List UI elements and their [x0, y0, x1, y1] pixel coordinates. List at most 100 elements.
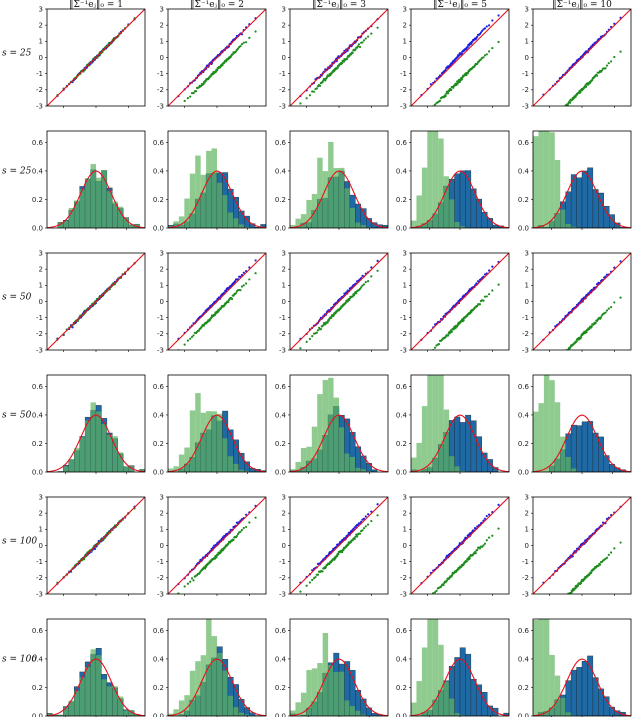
hist-bar-naive — [355, 710, 361, 716]
hist-bar-naive — [123, 466, 129, 472]
qq-point-naive — [444, 94, 447, 98]
qq-point-naive — [234, 292, 238, 295]
panel-frame — [167, 374, 267, 473]
panel-content — [47, 497, 145, 594]
panel-r1-c2: -3 -2 -1 0 1 2 3 — [157, 5, 267, 110]
y-tick-label: 3 — [403, 493, 407, 501]
hist-bar-naive — [355, 467, 361, 472]
y-tick-label: 0.2 — [275, 440, 286, 448]
y-tick-label: -2 — [522, 86, 529, 94]
qq-point-naive — [549, 120, 551, 122]
qq-point-naive — [607, 307, 610, 310]
qq-point-naive — [554, 607, 556, 609]
y-tick-label: 0.0 — [32, 224, 43, 232]
hist-bar-naive — [79, 189, 86, 228]
hist-bar-debiased — [470, 679, 477, 716]
hist-bar-naive — [549, 380, 555, 472]
qq-point-naive — [561, 601, 563, 603]
hist-bar-debiased — [454, 173, 461, 228]
hist-bar-naive — [200, 655, 207, 716]
hist-bar-debiased — [609, 706, 615, 716]
panel-r4-c2: 0.0 0.2 0.4 0.6 — [153, 374, 267, 476]
qq-point-naive — [362, 527, 366, 530]
hist-bar-naive — [112, 201, 118, 228]
column-title-4: ‖Σ⁻¹eⱼ‖₀ = 5 — [433, 0, 487, 10]
qq-point-naive — [584, 85, 588, 88]
hist-bar-naive — [52, 714, 58, 716]
qq-point-naive — [248, 36, 251, 39]
qq-point-naive — [564, 597, 566, 599]
y-tick-label: 0.6 — [153, 627, 165, 635]
hist-bar-naive — [178, 454, 185, 472]
y-tick-label: 0 — [282, 54, 286, 62]
hist-bar-naive — [344, 453, 350, 472]
y-tick-label: 1 — [403, 38, 407, 46]
row-label-6: s = 100 — [2, 655, 37, 665]
qq-point-naive — [470, 310, 473, 314]
hist-bar-naive — [112, 686, 118, 716]
panel-r5-c2: -3 -2 -1 0 1 2 3 — [157, 493, 267, 598]
qq-point-debiased — [483, 273, 487, 276]
qq-point-naive — [356, 535, 359, 538]
qq-point-naive — [361, 284, 364, 287]
qq-point-naive — [370, 32, 373, 35]
qq-point-debiased — [429, 83, 433, 86]
qq-point-naive — [604, 311, 607, 314]
qq-point-naive — [565, 596, 567, 598]
hist-bar-naive — [344, 188, 350, 228]
normal-pdf-curve — [47, 170, 145, 228]
hist-bar-naive — [128, 709, 135, 716]
qq-reference-line — [533, 497, 631, 594]
qq-point-naive — [468, 557, 471, 560]
qq-point-naive — [420, 361, 422, 363]
hist-bar-naive — [295, 218, 301, 228]
hist-bar-debiased — [576, 177, 583, 228]
y-tick-label: 3 — [160, 5, 164, 13]
hist-bar-naive — [538, 619, 544, 716]
hist-bar-naive — [360, 469, 367, 472]
y-tick-label: -3 — [157, 102, 164, 110]
hist-bar-naive — [306, 199, 312, 228]
qq-point-naive — [590, 571, 593, 575]
y-tick-label: -1 — [279, 314, 286, 322]
qq-point-naive — [314, 575, 317, 579]
qq-point-naive — [491, 46, 494, 50]
y-tick-label: 1 — [282, 38, 286, 46]
hist-bar-naive — [366, 471, 372, 472]
hist-bar-naive — [96, 655, 102, 716]
qq-point-naive — [361, 41, 364, 44]
qq-point-naive — [358, 532, 362, 535]
y-tick-label: -3 — [522, 346, 529, 354]
qq-point-naive — [562, 600, 564, 602]
qq-point-naive — [244, 282, 248, 285]
qq-point-naive — [561, 109, 563, 111]
qq-point-naive — [376, 514, 379, 517]
y-tick-label: 0 — [525, 298, 529, 306]
y-tick-label: -2 — [522, 330, 529, 338]
panel-r2-c5: 0.0 0.2 0.4 0.6 — [518, 130, 632, 232]
qq-point-debiased — [479, 31, 483, 34]
hist-bar-naive — [117, 452, 124, 472]
column-title-1: ‖Σ⁻¹eⱼ‖₀ = 1 — [69, 0, 123, 10]
panel-content — [533, 9, 631, 122]
qq-point-naive — [186, 339, 190, 342]
normal-pdf-curve — [47, 414, 145, 472]
y-tick-label: 3 — [39, 249, 43, 257]
panel-r2-c3: 0.0 0.2 0.4 0.6 — [275, 130, 389, 232]
qq-point-naive — [366, 280, 370, 283]
hist-bar-debiased — [459, 422, 466, 472]
hist-bar-naive — [106, 191, 113, 228]
qq-point-naive — [474, 552, 477, 555]
panel-content — [290, 142, 388, 228]
y-tick-label: 0.0 — [396, 712, 407, 717]
y-tick-label: 0.0 — [32, 712, 43, 717]
hist-bar-debiased — [476, 198, 482, 228]
normal-pdf-curve — [411, 414, 509, 472]
panel-r1-c5: -3 -2 -1 0 1 2 3 — [522, 5, 632, 122]
qq-point-debiased — [362, 517, 366, 520]
column-title-2: ‖Σ⁻¹eⱼ‖₀ = 2 — [190, 0, 244, 10]
y-tick-label: 0.2 — [32, 684, 43, 692]
hist-bar-naive — [317, 394, 323, 472]
panel-frame — [46, 252, 146, 351]
y-tick-label: 0 — [282, 542, 286, 550]
